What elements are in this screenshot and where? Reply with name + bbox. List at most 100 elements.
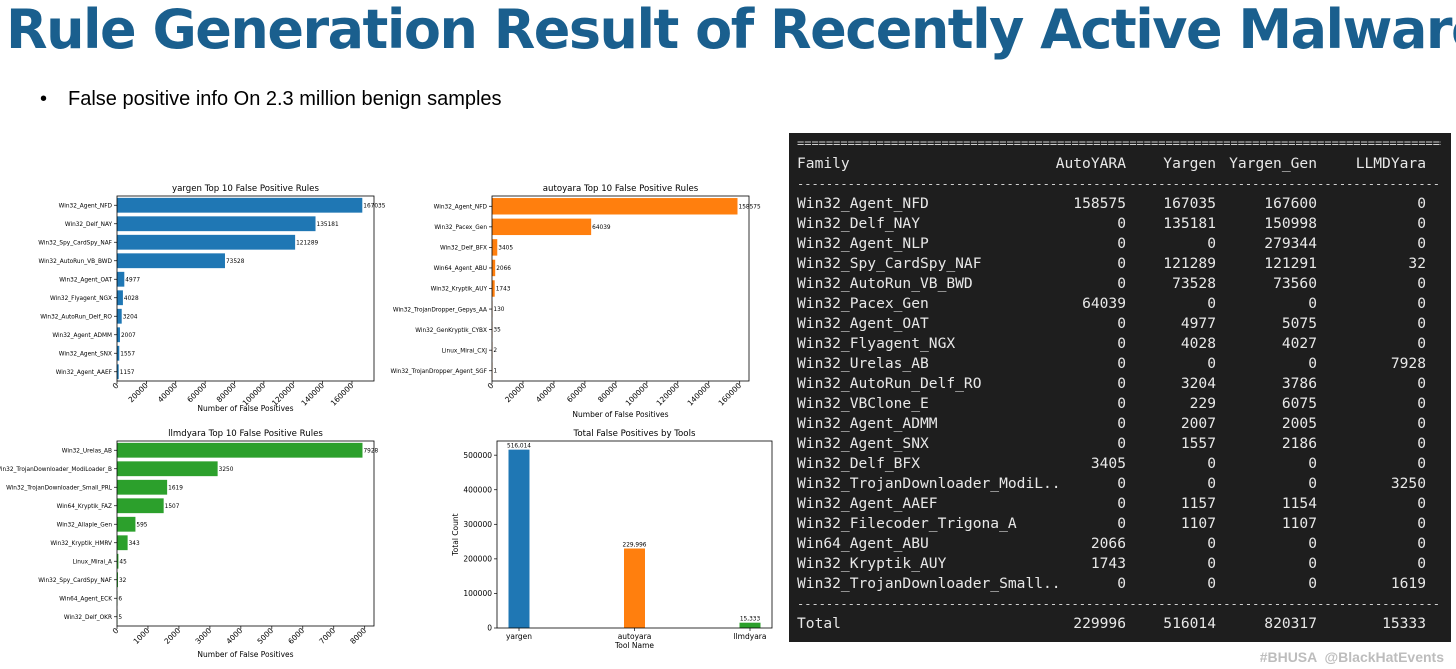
- yargen-gen-cell: 0: [1308, 355, 1317, 372]
- bar: [117, 516, 136, 532]
- yargen-cell: Yargen: [1163, 155, 1216, 172]
- bar: [117, 479, 168, 495]
- autoyara-cell: 0: [1117, 235, 1126, 252]
- yargen-fp-chart: yargen Top 10 False Positive Rules 0 20000…: [0, 182, 385, 414]
- family-cell: Win32_Agent_NLP: [797, 235, 929, 252]
- x-tick-label: 60000: [565, 381, 588, 404]
- y-tick-label: Win32_Delf_OKR: [64, 615, 112, 621]
- family-cell: Win64_Agent_ABU: [797, 535, 929, 552]
- table-row: Win32_Agent_OAT 0 4977 5075 0: [797, 314, 1441, 334]
- bar-value-label: 158575: [739, 204, 761, 210]
- x-tick-label: 80000: [596, 381, 619, 404]
- llmdyara-cell: 0: [1417, 375, 1426, 392]
- table-total-rule: ----------------------------------------…: [797, 599, 1441, 609]
- autoyara-cell: 0: [1117, 215, 1126, 232]
- y-tick-label: 400000: [463, 485, 492, 494]
- bar-value-label: 6: [118, 596, 122, 602]
- bar: [117, 461, 218, 477]
- autoyara-cell: 0: [1117, 255, 1126, 272]
- bar: [117, 234, 296, 250]
- family-cell: Win32_AutoRun_VB_BWD: [797, 275, 973, 292]
- table-row: Win32_TrojanDownloader_Small.. 0 0 0 1619: [797, 574, 1441, 594]
- yargen-gen-cell: 2005: [1281, 415, 1317, 432]
- bar-value-label: 2007: [121, 333, 136, 339]
- yargen-cell: 0: [1207, 455, 1216, 472]
- table-row: Win32_Agent_ADMM 0 2007 2005 0: [797, 414, 1441, 434]
- family-cell: Win32_Agent_OAT: [797, 315, 929, 332]
- x-tick-label: 40000: [534, 381, 557, 404]
- autoyara-cell: AutoYARA: [1055, 155, 1126, 172]
- table-row: Win32_Pacex_Gen 64039 0 0 0: [797, 294, 1441, 314]
- llmdyara-fp-chart: llmdyara Top 10 False Positive Rules 0 100…: [0, 427, 380, 663]
- y-tick-label: 200000: [463, 554, 492, 563]
- autoyara-cell: 0: [1117, 375, 1126, 392]
- table-row: Win32_Kryptik_AUY 1743 0 0 0: [797, 554, 1441, 574]
- yargen-cell: 73528: [1172, 275, 1216, 292]
- llmdyara-cell: 1619: [1390, 575, 1426, 592]
- bar: [117, 271, 125, 287]
- llmdyara-cell: 0: [1417, 535, 1426, 552]
- plot-frame: [116, 440, 375, 627]
- family-cell: Win32_Agent_ADMM: [797, 415, 938, 432]
- family-cell: Family: [797, 155, 850, 172]
- autoyara-cell: 1743: [1090, 555, 1126, 572]
- bar-value-label: 2066: [496, 266, 511, 272]
- yargen-cell: 1557: [1180, 435, 1216, 452]
- autoyara-cell: 2066: [1090, 535, 1126, 552]
- yargen-gen-cell: 121291: [1264, 255, 1317, 272]
- y-tick-label: Win32_TrojanDropper_Gepys_AA: [393, 307, 487, 313]
- family-cell: Win32_Delf_NAY: [797, 215, 921, 232]
- x-axis-label: Number of False Positives: [572, 410, 668, 419]
- y-tick-label: Win32_Allaple_Gen: [57, 522, 113, 528]
- y-tick-label: Win32_Flyagent_NGX: [50, 296, 112, 302]
- autoyara-cell: 0: [1117, 415, 1126, 432]
- autoyara-cell: 0: [1117, 335, 1126, 352]
- table-row: Win32_Agent_SNX 0 1557 2186 0: [797, 434, 1441, 454]
- llmdyara-cell: 0: [1417, 315, 1426, 332]
- bar: [624, 548, 645, 628]
- yargen-gen-cell: 2186: [1281, 435, 1317, 452]
- family-cell: Win32_TrojanDownloader_Small..: [797, 575, 1061, 592]
- bar: [492, 280, 495, 297]
- autoyara-fp-chart: autoyara Top 10 False Positive Rules 0 200…: [390, 182, 772, 419]
- bar: [117, 327, 120, 343]
- x-tick-label: yargen: [506, 632, 532, 641]
- y-tick-label: Win32_TrojanDownloader_ModiLoader_B: [0, 467, 112, 473]
- autoyara-fp-chart-svg: autoyara Top 10 False Positive Rules 0 200…: [390, 184, 761, 419]
- table-row: Win32_Agent_NFD 158575 167035 167600 0: [797, 194, 1441, 214]
- y-tick-label: Linux_Mirai_CXJ: [442, 348, 488, 354]
- family-cell: Win32_TrojanDownloader_ModiL..: [797, 475, 1061, 492]
- llmdyara-cell: 0: [1417, 515, 1426, 532]
- x-tick-label: 60000: [185, 381, 208, 404]
- table-top-rule: ========================================…: [797, 138, 1441, 148]
- yargen-gen-cell: Yargen_Gen: [1229, 155, 1317, 172]
- x-tick-label: 20000: [127, 381, 150, 404]
- yargen-cell: 167035: [1163, 195, 1216, 212]
- family-cell: Win32_Agent_NFD: [797, 195, 929, 212]
- x-tick-label: 0: [111, 626, 121, 636]
- y-tick-label: Win32_Agent_ADMM: [52, 333, 112, 339]
- bar-value-label: 167035: [363, 203, 385, 209]
- bar: [117, 253, 225, 269]
- bar-value-label: 4977: [125, 277, 140, 283]
- y-tick-label: Win32_Kryptik_AUY: [431, 287, 488, 293]
- y-tick-label: Win64_Kryptik_FAZ: [57, 504, 112, 510]
- y-tick-label: 500000: [463, 451, 492, 460]
- bar: [492, 218, 592, 236]
- bar-value-label: 1619: [168, 485, 183, 491]
- y-tick-label: Win32_TrojanDropper_Agent_SGF: [390, 369, 487, 375]
- yargen-gen-cell: 0: [1308, 555, 1317, 572]
- bar: [117, 197, 363, 213]
- yargen-cell: 135181: [1163, 215, 1216, 232]
- autoyara-cell: 0: [1117, 355, 1126, 372]
- x-tick-label: 3000: [193, 626, 213, 646]
- family-cell: Win32_Agent_SNX: [797, 435, 929, 452]
- table-row: Win32_TrojanDownloader_ModiL.. 0 0 0 3250: [797, 474, 1441, 494]
- autoyara-cell: 0: [1117, 515, 1126, 532]
- chart-title: Total False Positives by Tools: [573, 429, 696, 439]
- bar-value-label: 7928: [363, 448, 378, 454]
- yargen-gen-cell: 5075: [1281, 315, 1317, 332]
- bar: [117, 216, 316, 232]
- table-row: Win32_Flyagent_NGX 0 4028 4027 0: [797, 334, 1441, 354]
- y-tick-label: 100000: [463, 589, 492, 598]
